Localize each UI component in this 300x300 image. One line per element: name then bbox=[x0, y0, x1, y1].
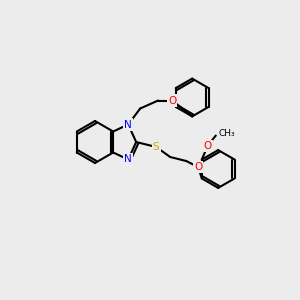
Text: O: O bbox=[194, 162, 202, 172]
Text: O: O bbox=[168, 95, 176, 106]
Text: N: N bbox=[124, 154, 132, 164]
Text: CH₃: CH₃ bbox=[219, 129, 236, 138]
Text: S: S bbox=[153, 142, 160, 152]
Text: N: N bbox=[124, 119, 132, 130]
Text: O: O bbox=[204, 140, 212, 151]
